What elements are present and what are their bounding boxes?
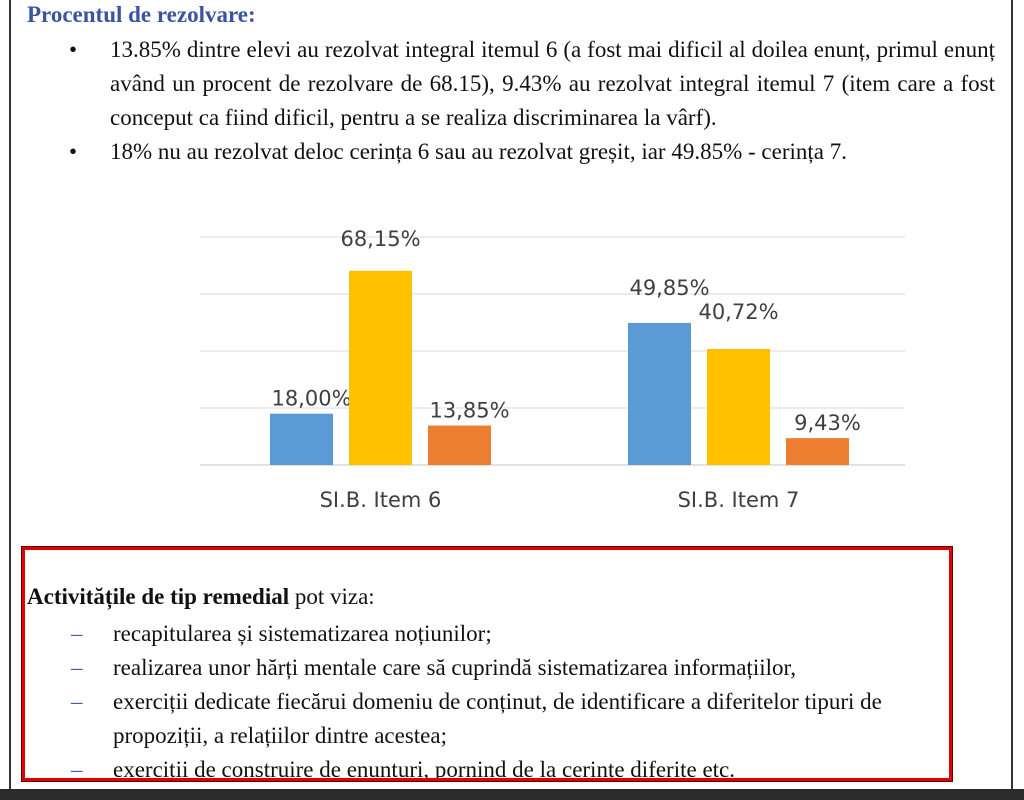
category-label: SI.B. Item 6 — [320, 488, 442, 512]
page-border-left — [9, 0, 11, 790]
remedial-item-text: exerciții dedicate fiecărui domeniu de c… — [113, 689, 882, 748]
remedial-title-bold: Activitățile de tip remedial — [27, 584, 290, 609]
remedial-item-text: recapitularea și sistematizarea noțiunil… — [113, 621, 492, 646]
bar-chart: 18,00% 68,15% 13,85% SI.B. Item 6 49,85%40,7… — [200, 227, 905, 512]
bar — [428, 425, 491, 465]
data-label: 68,15% — [340, 227, 420, 251]
bullet-item: • 13.85% dintre elevi au rezolvat integra… — [69, 33, 995, 135]
bullet-list: • 13.85% dintre elevi au rezolvat integra… — [69, 33, 995, 169]
bar — [707, 348, 770, 465]
section-heading: Procentul de rezolvare: — [27, 2, 256, 27]
bullet-item: • 18% nu au rezolvat deloc cerința 6 sau … — [69, 135, 995, 169]
data-label: 13,85% — [429, 399, 509, 423]
dash-icon: – — [71, 655, 83, 680]
dash-icon: – — [71, 689, 83, 714]
remedial-box: Activitățile de tip remedial pot viza: –… — [21, 546, 953, 782]
remedial-item-text: realizarea unor hărți mentale care să cu… — [113, 655, 796, 680]
bar — [270, 413, 333, 465]
bullet-icon: • — [69, 37, 78, 62]
remedial-item-text: exerciții de construire de enunturi, por… — [113, 757, 736, 781]
bottom-toolbar — [0, 789, 1024, 800]
dash-icon: – — [71, 757, 83, 781]
remedial-title-rest: pot viza: — [289, 584, 375, 609]
data-label: 49,85% — [629, 276, 709, 300]
bar — [786, 438, 849, 465]
bullet-text: 13.85% dintre elevi au rezolvat integral… — [110, 37, 995, 130]
dash-icon: – — [71, 621, 83, 646]
bar — [628, 322, 691, 465]
remedial-item: – recapitularea și sistematizarea noțiuni… — [71, 617, 943, 651]
page-border-right — [1011, 0, 1013, 790]
remedial-item: – exerciții de construire de enunturi, po… — [71, 753, 943, 781]
remedial-item: – realizarea unor hărți mentale care să c… — [71, 651, 943, 685]
bullet-icon: • — [69, 139, 78, 164]
bar — [349, 270, 412, 465]
data-label: 18,00% — [271, 387, 351, 411]
remedial-title: Activitățile de tip remedial pot viza: — [27, 584, 375, 610]
remedial-list: – recapitularea și sistematizarea noțiuni… — [71, 617, 943, 781]
bullet-text: 18% nu au rezolvat deloc cerința 6 sau a… — [110, 139, 847, 164]
remedial-item: – exerciții dedicate fiecărui domeniu de … — [71, 685, 943, 753]
data-label: 9,43% — [794, 411, 861, 435]
data-label: 40,72% — [698, 300, 778, 324]
category-label: SI.B. Item 7 — [678, 488, 800, 512]
